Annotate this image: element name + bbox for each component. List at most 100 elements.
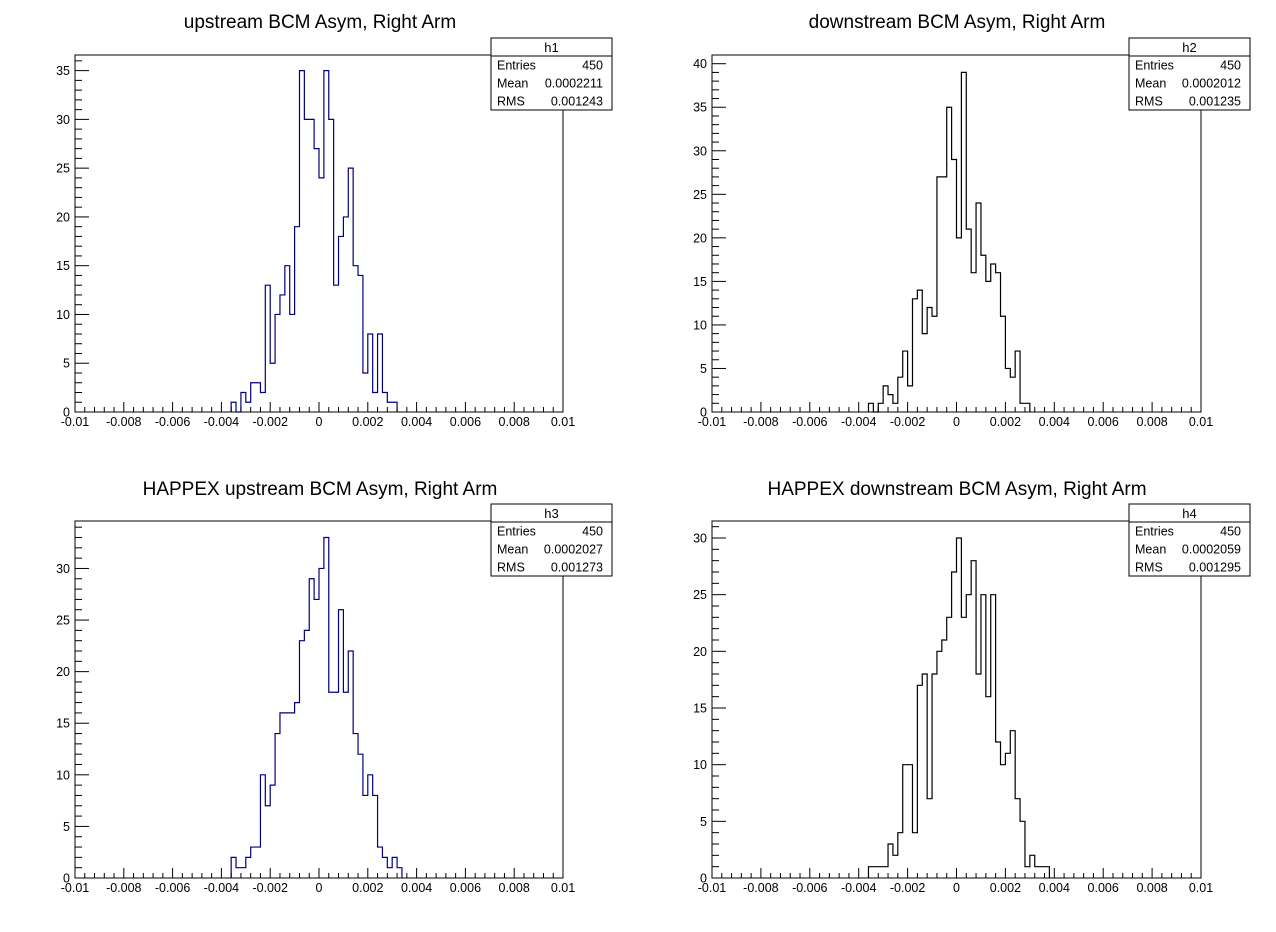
x-tick-label: 0.004	[401, 881, 432, 895]
stats-label: RMS	[1135, 95, 1163, 109]
y-tick-label: 15	[693, 275, 707, 289]
y-tick-label: 10	[693, 318, 707, 332]
x-tick-label: -0.002	[890, 415, 925, 429]
x-tick-label: -0.004	[841, 415, 876, 429]
y-tick-label: 25	[693, 588, 707, 602]
x-tick-label: -0.004	[841, 881, 876, 895]
plot-frame	[74, 54, 564, 413]
x-tick-label: -0.008	[743, 881, 778, 895]
y-tick-label: 5	[63, 820, 70, 834]
x-tick-label: 0.006	[450, 415, 481, 429]
x-tick-label: 0.006	[450, 881, 481, 895]
stats-label: Mean	[497, 543, 528, 557]
y-tick-label: 5	[63, 357, 70, 371]
x-tick-label: 0.002	[352, 881, 383, 895]
x-tick-label: 0.008	[499, 415, 530, 429]
stats-label: Mean	[1135, 77, 1166, 91]
y-tick-label: 25	[56, 614, 70, 628]
chart-title: HAPPEX downstream BCM Asym, Right Arm	[767, 479, 1146, 500]
y-tick-label: 30	[56, 113, 70, 127]
histogram-line	[230, 536, 403, 878]
x-tick-label: 0.01	[1189, 415, 1213, 429]
x-tick-label: 0	[953, 881, 960, 895]
x-tick-label: 0.004	[1039, 415, 1070, 429]
y-tick-label: 0	[63, 406, 70, 420]
x-tick-label: -0.01	[698, 415, 727, 429]
stats-value: 0.001295	[1189, 561, 1241, 575]
x-tick-label: -0.01	[698, 881, 727, 895]
stats-value: 450	[1220, 525, 1241, 539]
stats-label: Entries	[1135, 525, 1174, 539]
stats-box	[490, 503, 613, 577]
y-tick-label: 25	[693, 188, 707, 202]
stats-label: Entries	[497, 59, 536, 73]
y-tick-label: 30	[56, 562, 70, 576]
x-tick-label: -0.008	[743, 415, 778, 429]
histogram-panel-downstream: downstream BCM Asym, Right Arm -0.01 -0.00…	[693, 12, 1251, 429]
stats-value: 0.001243	[551, 95, 603, 109]
x-tick-label: 0	[953, 415, 960, 429]
y-tick-label: 35	[56, 64, 70, 78]
y-tick-label: 10	[693, 758, 707, 772]
plot-frame	[711, 520, 1202, 879]
stats-value: 0.0002012	[1182, 77, 1241, 91]
stats-box	[490, 37, 613, 111]
histogram-line	[867, 537, 1051, 878]
stats-label: RMS	[497, 561, 525, 575]
x-tick-label: 0.01	[551, 881, 575, 895]
y-tick-label: 25	[56, 162, 70, 176]
y-tick-label: 0	[700, 406, 707, 420]
x-tick-label: 0.01	[551, 415, 575, 429]
stats-label: RMS	[1135, 561, 1163, 575]
stats-label: Mean	[1135, 543, 1166, 557]
y-tick-label: 10	[56, 768, 70, 782]
stats-value: 450	[582, 59, 603, 73]
stats-name: h2	[1182, 40, 1196, 55]
x-tick-label: -0.004	[204, 415, 239, 429]
y-tick-label: 30	[693, 144, 707, 158]
y-tick-label: 40	[693, 57, 707, 71]
y-tick-label: 15	[56, 717, 70, 731]
stats-box	[1128, 37, 1251, 111]
stats-label: Entries	[1135, 59, 1174, 73]
x-tick-label: -0.008	[106, 415, 141, 429]
x-tick-label: -0.002	[252, 415, 287, 429]
stats-value: 0.001273	[551, 561, 603, 575]
chart-title: downstream BCM Asym, Right Arm	[809, 12, 1106, 33]
stats-label: Entries	[497, 525, 536, 539]
stats-value: 450	[582, 525, 603, 539]
histogram-panel-upstream: upstream BCM Asym, Right Arm-0.01 -0.008-…	[56, 12, 613, 429]
x-tick-label: 0	[316, 881, 323, 895]
stats-value: 450	[1220, 59, 1241, 73]
x-tick-label: -0.006	[155, 881, 190, 895]
x-tick-label: -0.006	[792, 415, 827, 429]
y-tick-label: 15	[56, 259, 70, 273]
y-tick-label: 10	[56, 308, 70, 322]
stats-value: 0.001235	[1189, 95, 1241, 109]
y-tick-label: 0	[63, 872, 70, 886]
y-tick-label: 15	[693, 702, 707, 716]
y-tick-label: 35	[693, 101, 707, 115]
x-tick-label: 0.004	[401, 415, 432, 429]
x-tick-label: 0	[316, 415, 323, 429]
stats-value: 0.0002027	[544, 543, 603, 557]
stats-label: RMS	[497, 95, 525, 109]
stats-name: h4	[1182, 506, 1196, 521]
x-tick-label: 0.006	[1088, 415, 1119, 429]
x-tick-label: 0.008	[1136, 881, 1167, 895]
x-tick-label: -0.006	[155, 415, 190, 429]
x-tick-label: 0.01	[1189, 881, 1213, 895]
y-tick-label: 20	[693, 645, 707, 659]
x-tick-label: 0.008	[1136, 415, 1167, 429]
x-tick-label: -0.004	[204, 881, 239, 895]
stats-name: h3	[544, 506, 558, 521]
y-tick-label: 20	[56, 665, 70, 679]
stats-value: 0.0002059	[1182, 543, 1241, 557]
stats-box	[1128, 503, 1251, 577]
histogram-panel-happex-upstream: HAPPEX upstream BCM Asym, Right Arm -0.01…	[56, 479, 613, 895]
y-tick-label: 30	[693, 532, 707, 546]
x-tick-label: -0.008	[106, 881, 141, 895]
histogram-line	[230, 70, 398, 413]
y-tick-label: 20	[56, 210, 70, 224]
